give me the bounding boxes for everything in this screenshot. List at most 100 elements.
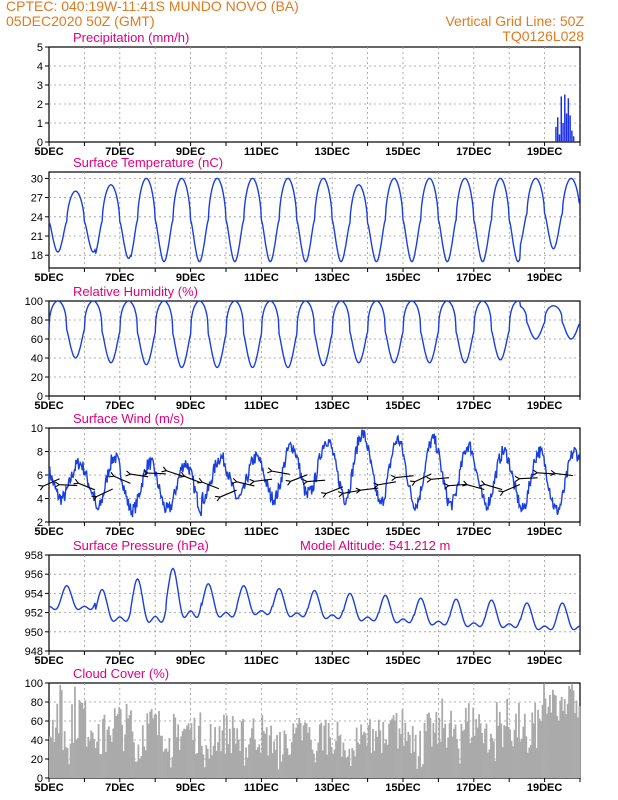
cloud-bar <box>153 714 156 778</box>
y-tick-label: 948 <box>25 646 43 658</box>
y-tick-label: 954 <box>25 588 43 600</box>
panel-frame <box>48 300 581 397</box>
cloud-bar <box>512 746 514 778</box>
wind-arrow <box>254 478 273 482</box>
cloud-bar <box>457 748 460 778</box>
y-tick-label: 5 <box>37 42 43 54</box>
wind-arrow <box>201 481 220 490</box>
panel-title: Surface Pressure (hPa) <box>73 538 209 553</box>
y-tick-label: 80 <box>31 697 43 709</box>
cloud-bar <box>497 725 500 778</box>
wind-arrow <box>96 488 113 498</box>
panel-frame <box>48 171 581 269</box>
cloud-bar <box>401 709 404 778</box>
cloud-bar <box>323 725 326 778</box>
x-tick-label: 19DEC <box>527 782 563 794</box>
cloud-bar <box>51 719 54 778</box>
cloud-bar <box>217 742 219 778</box>
cloud-bar <box>574 713 576 778</box>
panel-cloud: 0 20 40 60 80 100 5DEC 7DEC 9DEC 11DEC 13DEC 15DEC 1… <box>25 666 581 794</box>
cloud-bar <box>82 708 85 778</box>
cloud-bar <box>490 733 492 778</box>
cloud-bar <box>464 707 467 778</box>
cloud-bar <box>361 734 364 778</box>
cloud-bar <box>125 703 128 778</box>
wind-arrow-head <box>91 495 97 502</box>
station-title: CPTEC: 040:19W-11:41S MUNDO NOVO (BA) <box>6 0 299 14</box>
cloud-bar <box>190 723 193 778</box>
cloud-bar <box>149 711 152 778</box>
cloud-bar <box>565 714 568 778</box>
cloud-bar <box>69 743 72 778</box>
cloud-bar <box>161 735 163 778</box>
cloud-bar <box>411 725 414 778</box>
cloud-bar <box>416 768 419 778</box>
cloud-bar <box>277 769 280 778</box>
cloud-bar <box>354 756 357 778</box>
cloud-bar <box>50 737 53 778</box>
cloud-bar <box>463 729 466 778</box>
y-tick-label: 40 <box>31 735 43 747</box>
cloud-bar <box>228 728 231 778</box>
wind-arrow <box>414 473 432 483</box>
cloud-bar <box>115 716 118 778</box>
cloud-bar <box>510 740 513 778</box>
cloud-bar <box>473 735 476 778</box>
cloud-bar <box>577 717 579 778</box>
cloud-bar <box>529 744 532 778</box>
cloud-bar <box>90 730 93 778</box>
cloud-bar <box>380 753 383 778</box>
cloud-bar <box>57 733 60 778</box>
wind-arrow <box>42 478 60 487</box>
cloud-bar <box>407 731 410 778</box>
cloud-bar <box>209 723 212 778</box>
cloud-bar <box>476 727 479 778</box>
cloud-bar <box>557 720 560 778</box>
cloud-bar <box>321 750 324 778</box>
cloud-bar <box>206 748 209 778</box>
panel-wind: 2 4 6 8 10 5DEC 7DEC 9DEC 11DEC 13DEC 15DEC 17DEC 19… <box>31 411 581 538</box>
cloud-bar <box>563 699 566 778</box>
x-tick-label: 15DEC <box>385 146 421 158</box>
y-tick-label: 24 <box>31 212 43 224</box>
cloud-bar <box>199 712 202 778</box>
cloud-bar <box>231 716 234 778</box>
wind-arrow-head <box>444 482 450 490</box>
cloud-bar <box>293 733 296 778</box>
temp-series-line <box>48 177 580 263</box>
cloud-bar <box>327 723 330 778</box>
cloud-bar <box>208 758 211 778</box>
cloud-bar <box>261 715 264 778</box>
cloud-bar <box>389 720 392 778</box>
cloud-bar <box>405 741 408 778</box>
wind-arrow <box>307 479 326 483</box>
wind-arrow-head <box>38 484 44 491</box>
cloud-bar <box>193 717 196 778</box>
cloud-bar <box>364 733 367 778</box>
cloud-bar <box>433 732 436 778</box>
cloud-bar <box>155 714 157 778</box>
cloud-bar <box>456 738 458 778</box>
cloud-bar <box>78 700 81 778</box>
cloud-bar <box>265 727 268 778</box>
cloud-bar <box>516 737 519 778</box>
x-tick-label: 15DEC <box>385 526 421 538</box>
cloud-bar <box>547 706 550 778</box>
cloud-bar <box>355 727 358 778</box>
cloud-bar <box>478 714 480 778</box>
cloud-bar <box>469 743 472 778</box>
cloud-bar <box>317 742 320 778</box>
wind-arrow-head <box>249 478 255 485</box>
cloud-bar <box>419 730 421 778</box>
cloud-bar <box>519 741 522 778</box>
cloud-bar <box>345 757 348 778</box>
x-tick-label: 7DEC <box>105 526 134 538</box>
cloud-bar <box>439 741 442 778</box>
wind-arrow <box>466 484 485 491</box>
precip-bar <box>571 130 573 142</box>
cloud-bar <box>373 750 376 778</box>
wind-arrow-head <box>108 471 115 478</box>
wind-arrow-head <box>373 482 379 489</box>
cloud-bar <box>271 753 274 778</box>
cloud-bar <box>144 750 147 778</box>
